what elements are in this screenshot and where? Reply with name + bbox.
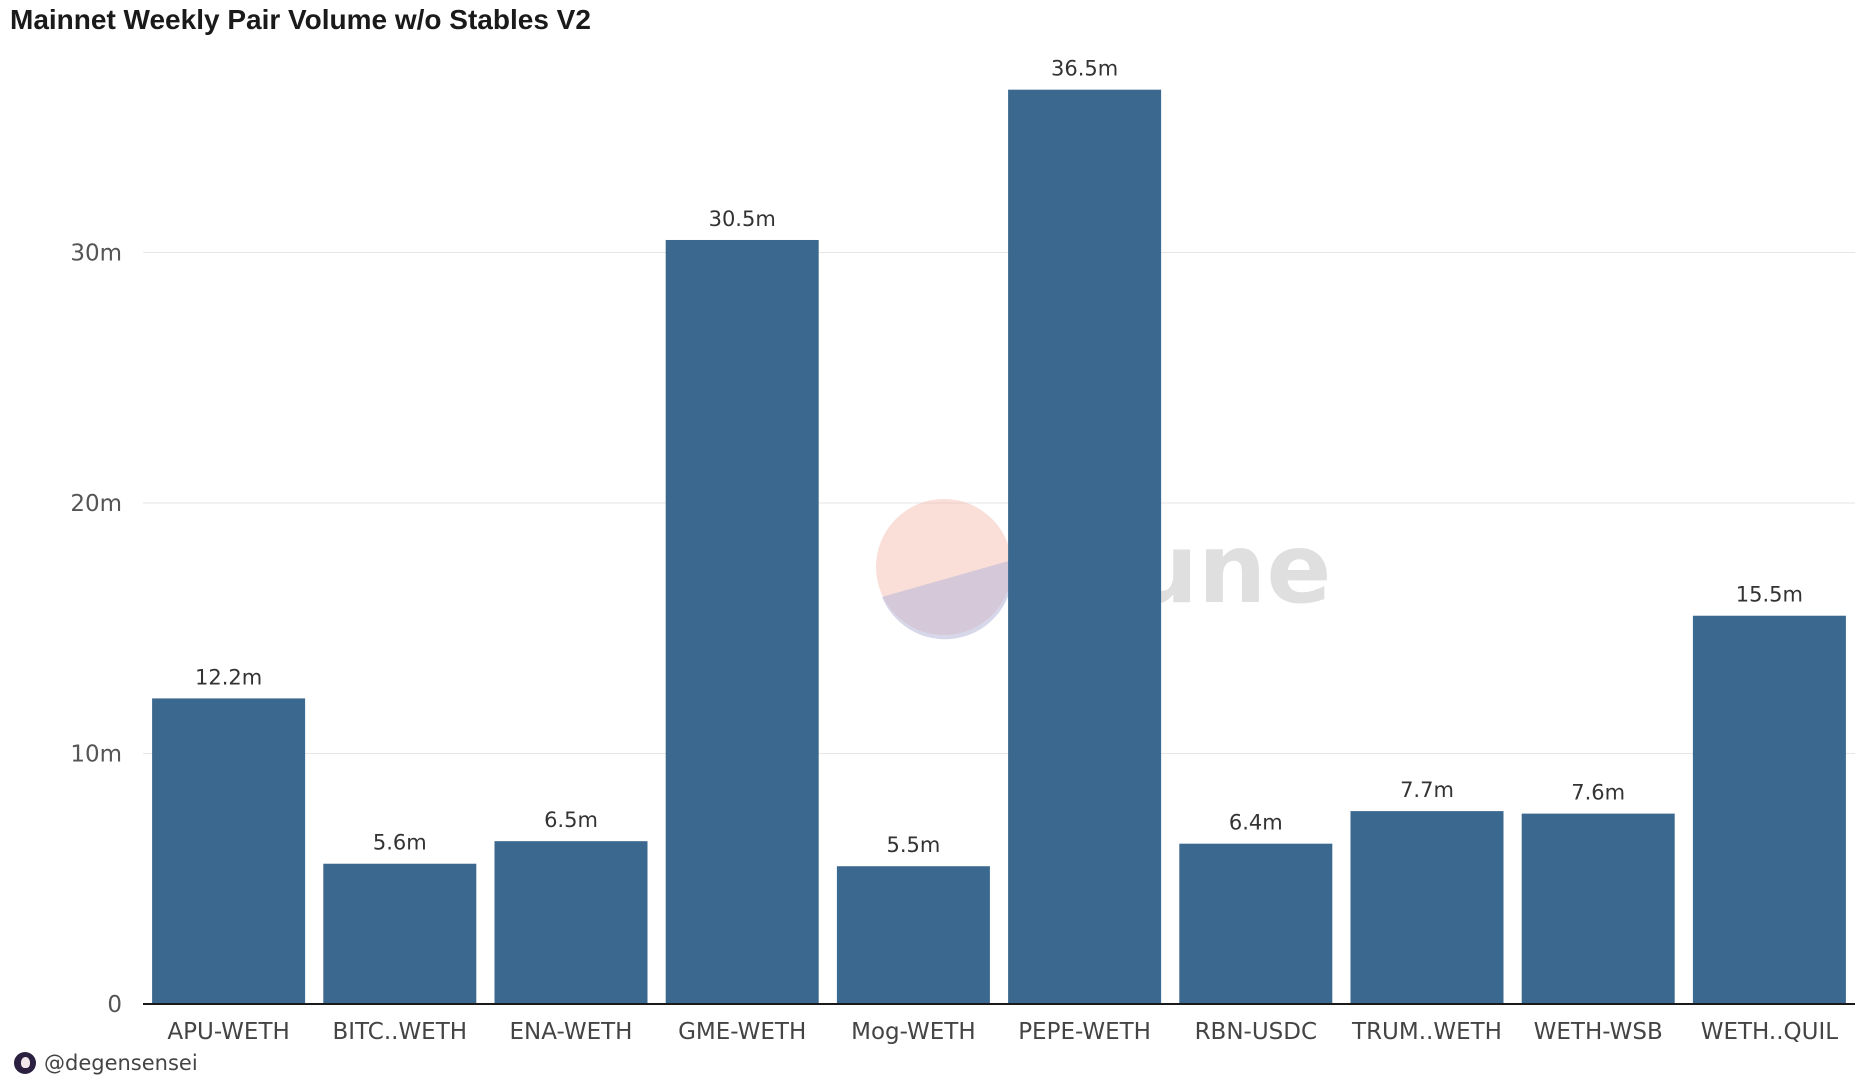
bar-value-label: 12.2m (195, 665, 262, 689)
credit-handle: @degensensei (44, 1051, 198, 1075)
bar[interactable] (1521, 813, 1675, 1004)
bars (152, 89, 1846, 1005)
x-tick-label: APU-WETH (167, 1019, 289, 1045)
x-tick-label: BITC..WETH (333, 1019, 468, 1045)
chart-title: Mainnet Weekly Pair Volume w/o Stables V… (10, 4, 591, 35)
x-tick-label: RBN-USDC (1195, 1019, 1317, 1045)
y-tick-label: 30m (70, 241, 122, 267)
bar-value-label: 5.5m (886, 833, 940, 857)
bar[interactable] (665, 239, 819, 1005)
avatar (14, 1052, 36, 1074)
bar[interactable] (152, 698, 306, 1004)
x-axis-ticks: APU-WETH BITC..WETH ENA-WETH GME-WETH Mog-WE… (167, 1019, 1838, 1045)
y-tick-label: 0 (107, 992, 122, 1018)
bar[interactable] (494, 841, 648, 1004)
bar[interactable] (1350, 811, 1504, 1004)
bar-value-label: 36.5m (1051, 57, 1118, 81)
x-tick-label: WETH-WSB (1534, 1019, 1663, 1045)
x-tick-label: GME-WETH (678, 1019, 806, 1045)
x-tick-label: TRUM..WETH (1351, 1019, 1502, 1045)
bar-value-label: 6.5m (544, 808, 598, 832)
bar[interactable] (1692, 615, 1846, 1004)
bar-value-label: 5.6m (373, 831, 427, 855)
watermark-logo-wedge-icon (882, 560, 1013, 640)
x-tick-label: PEPE-WETH (1018, 1019, 1151, 1045)
value-labels: 12.2m 5.6m 6.5m 30.5m 5.5m 36.5m 6.4m 7.7m 7.6m 1… (195, 57, 1803, 858)
bar[interactable] (1179, 843, 1333, 1004)
bar-value-label: 30.5m (709, 207, 776, 231)
credit[interactable]: @degensensei (14, 1051, 198, 1075)
y-axis-ticks: 0 10m 20m 30m (70, 241, 122, 1019)
y-tick-label: 20m (70, 491, 122, 517)
x-tick-label: ENA-WETH (510, 1019, 633, 1045)
bar-value-label: 15.5m (1736, 583, 1803, 607)
gridlines (143, 252, 1855, 754)
y-tick-label: 10m (70, 742, 122, 768)
bar[interactable] (836, 866, 990, 1004)
x-tick-label: WETH..QUIL (1701, 1019, 1839, 1045)
bar[interactable] (1008, 89, 1162, 1005)
bar-value-label: 6.4m (1229, 811, 1283, 835)
x-tick-label: Mog-WETH (851, 1019, 976, 1045)
bar[interactable] (323, 863, 477, 1004)
bar-value-label: 7.6m (1571, 781, 1625, 805)
bar-value-label: 7.7m (1400, 778, 1454, 802)
